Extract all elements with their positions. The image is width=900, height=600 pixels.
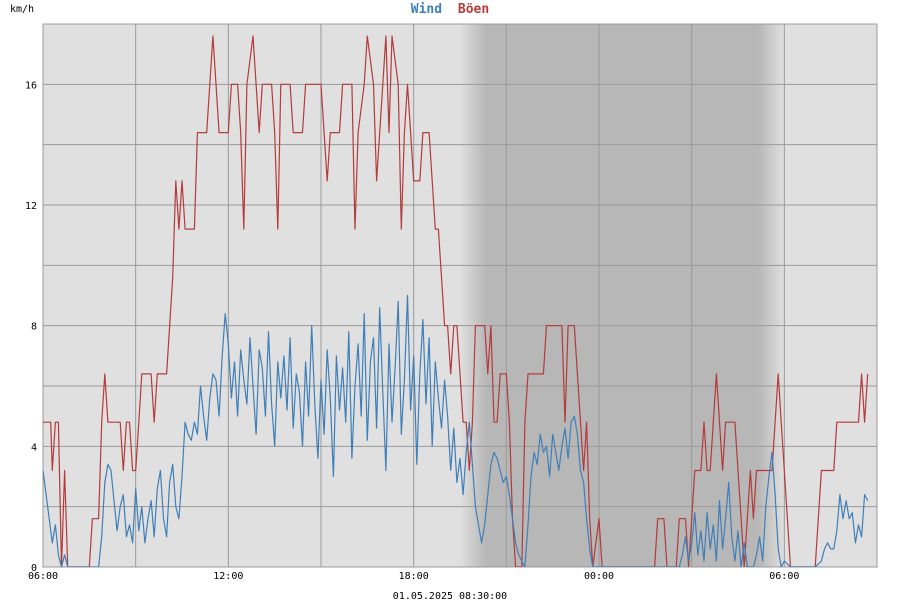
x-tick-label: 00:00 bbox=[584, 571, 614, 582]
plot-frame bbox=[42, 23, 878, 568]
y-tick-label: 16 bbox=[25, 80, 37, 91]
x-axis: 06:00 12:00 18:00 00:00 06:00 bbox=[28, 571, 799, 582]
y-tick-label: 4 bbox=[31, 442, 37, 453]
night-shading bbox=[460, 24, 785, 567]
x-axis-label: 01.05.2025 08:30:00 bbox=[393, 591, 507, 600]
title-boeen: Böen bbox=[458, 2, 489, 17]
x-tick-label: 06:00 bbox=[769, 571, 799, 582]
y-axis: 0 4 8 12 16 bbox=[25, 80, 37, 574]
x-tick-label: 12:00 bbox=[213, 571, 243, 582]
y-tick-label: 12 bbox=[25, 201, 37, 212]
y-axis-label: km/h bbox=[10, 4, 34, 15]
y-tick-label: 8 bbox=[31, 322, 37, 333]
x-tick-label: 06:00 bbox=[28, 571, 58, 582]
series-layer bbox=[43, 35, 869, 567]
y-tick-label: 0 bbox=[31, 563, 37, 574]
title-wind: Wind bbox=[411, 2, 442, 17]
series-line-gusts bbox=[43, 35, 869, 567]
chart-title: Wind Böen bbox=[411, 2, 489, 17]
x-tick-label: 18:00 bbox=[399, 571, 429, 582]
series-line-wind bbox=[43, 294, 869, 567]
